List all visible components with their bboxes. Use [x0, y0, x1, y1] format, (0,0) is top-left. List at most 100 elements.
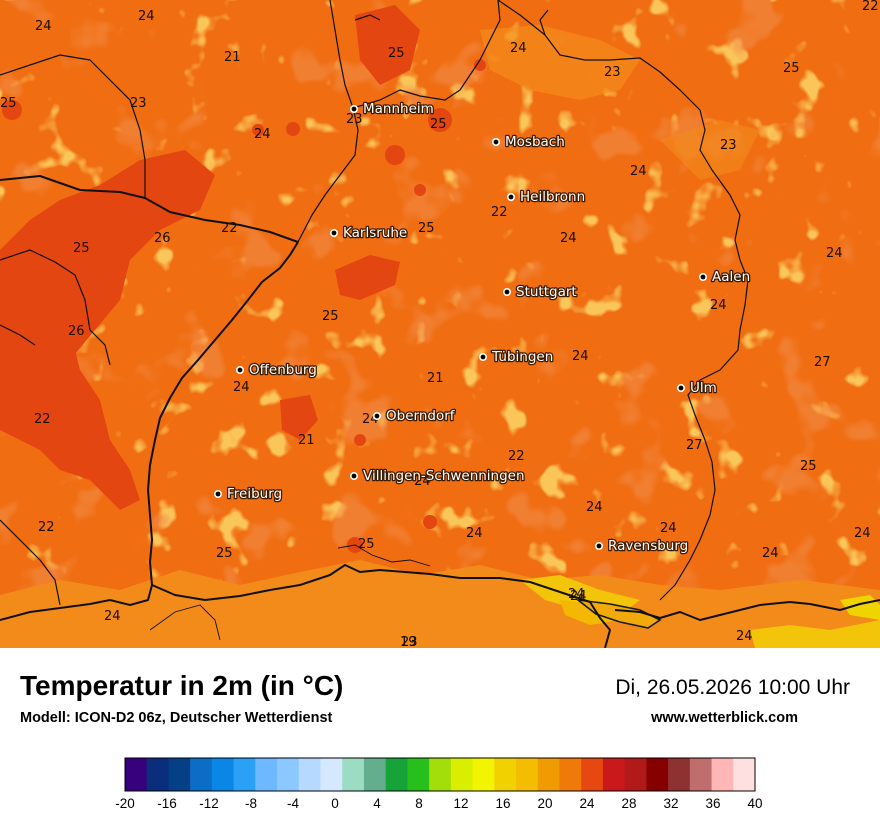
city-dot: [491, 138, 500, 147]
legend-tick-label: -16: [157, 796, 177, 811]
temperature-legend: -20 -16 -12 -8 -4 0 4 8 12 16 20 24 28 32 36 40: [115, 757, 763, 811]
temperature-value: 25: [418, 221, 435, 236]
temperature-value: 26: [154, 231, 171, 246]
legend-swatch: [342, 758, 365, 791]
warm-spots: [2, 59, 486, 553]
legend-swatch: [407, 758, 430, 791]
temperature-value: 24: [854, 526, 871, 541]
temperature-value: 25: [0, 96, 17, 111]
temperature-value: 25: [783, 61, 800, 76]
temperature-value: 24: [660, 521, 677, 536]
legend-swatch: [385, 758, 408, 791]
legend-tick-label: 8: [415, 796, 423, 811]
legend-tick-label: -4: [287, 796, 299, 811]
legend-tick-label: 4: [373, 796, 381, 811]
legend-tick-label: 28: [621, 796, 636, 811]
temperature-value: 22: [221, 221, 238, 236]
temperature-value: 24: [466, 526, 483, 541]
legend-tick-label: 12: [453, 796, 468, 811]
lake-constance: [575, 598, 662, 629]
legend-tick-labels: -20 -16 -12 -8 -4 0 4 8 12 16 20 24 28 32 36 40: [115, 796, 762, 811]
legend-swatch: [602, 758, 626, 791]
legend-tick-label: 20: [537, 796, 552, 811]
city-label: Aalen: [712, 269, 750, 285]
temperature-value: 24: [104, 609, 121, 624]
legend-color-scale: [124, 757, 756, 792]
country-borders: [0, 175, 880, 648]
temperature-value: 22: [508, 449, 525, 464]
temperature-value: 24: [710, 298, 727, 313]
legend-swatch: [450, 758, 473, 791]
temperature-value: 24: [233, 380, 250, 395]
temperature-value: 24: [630, 164, 647, 179]
legend-tick-label: 24: [579, 796, 595, 811]
legend-swatch: [516, 758, 539, 791]
legend-swatch: [255, 758, 278, 791]
legend-tick-label: -20: [115, 796, 135, 811]
temperature-value: 23: [130, 96, 147, 111]
legend-tick-label: -12: [199, 796, 219, 811]
temperature-value: 25: [322, 309, 339, 324]
temperature-value: 21: [427, 371, 444, 386]
city-dot: [698, 272, 707, 281]
temperature-value: 24: [572, 349, 589, 364]
city-label: Freiburg: [227, 486, 282, 502]
temperature-value: 27: [686, 438, 703, 453]
city-dot: [214, 489, 223, 498]
legend-swatch: [559, 758, 582, 791]
forecast-datetime: Di, 26.05.2026 10:00 Uhr: [615, 676, 850, 699]
city-dot: [506, 193, 515, 202]
city-dot: [329, 229, 338, 238]
legend-swatch: [146, 758, 169, 791]
legend-swatch: [211, 758, 235, 791]
temperature-value: 25: [358, 537, 375, 552]
temperature-value: 25: [430, 117, 447, 132]
temperature-value: 24: [35, 19, 52, 34]
legend-tick-label: 16: [495, 796, 510, 811]
legend-swatch: [363, 758, 387, 791]
legend-swatch: [581, 758, 604, 791]
temperature-value: 23: [720, 138, 737, 153]
legend-swatch: [646, 758, 669, 791]
temperature-value: 22: [34, 412, 51, 427]
temperature-value: 23: [401, 635, 418, 648]
cool-region: [0, 25, 880, 648]
temperature-value: 26: [68, 324, 85, 339]
temperature-value: 23: [346, 112, 363, 127]
temperature-value: 24: [560, 231, 577, 246]
state-borders: [0, 0, 749, 606]
city-dot: [594, 541, 603, 550]
city-label: Offenburg: [249, 362, 317, 378]
temperature-value: 25: [388, 46, 405, 61]
legend-tick-label: 40: [747, 796, 762, 811]
city-dot: [478, 352, 487, 361]
legend-swatch: [711, 758, 734, 791]
city-label: Mannheim: [363, 101, 434, 117]
legend-swatch: [190, 758, 213, 791]
legend-tick-label: 36: [705, 796, 720, 811]
legend-swatch: [320, 758, 343, 791]
legend-swatch: [298, 758, 321, 791]
legend-swatch: [668, 758, 691, 791]
city-label: Tübingen: [491, 349, 553, 365]
city-dot: [372, 411, 381, 420]
website-link[interactable]: www.wetterblick.com: [651, 710, 798, 726]
city-dot: [676, 383, 685, 392]
river-outlines: [149, 544, 431, 641]
temperature-value: 21: [298, 433, 315, 448]
temperature-value: 25: [73, 241, 90, 256]
city-dot: [349, 105, 358, 114]
legend-tick-label: 32: [663, 796, 678, 811]
temperature-value: 19: [400, 635, 417, 648]
temperature-value: 24: [414, 474, 431, 489]
temperature-value: 23: [604, 65, 621, 80]
city-dot: [236, 365, 245, 374]
map-footer: Temperatur in 2m (in °C) Modell: ICON-D2…: [0, 648, 880, 830]
temperature-value: 24: [138, 9, 155, 24]
temperature-value: 24: [826, 246, 843, 261]
temperature-value: 24: [762, 546, 779, 561]
temperature-labels: 24 24 22 21 25 24 25 23 23 25 25 24 23 23 24 22 26 25 25 22…: [0, 0, 879, 648]
legend-swatch: [494, 758, 517, 791]
legend-tick-label: 0: [331, 796, 339, 811]
city-dot: [349, 471, 358, 480]
